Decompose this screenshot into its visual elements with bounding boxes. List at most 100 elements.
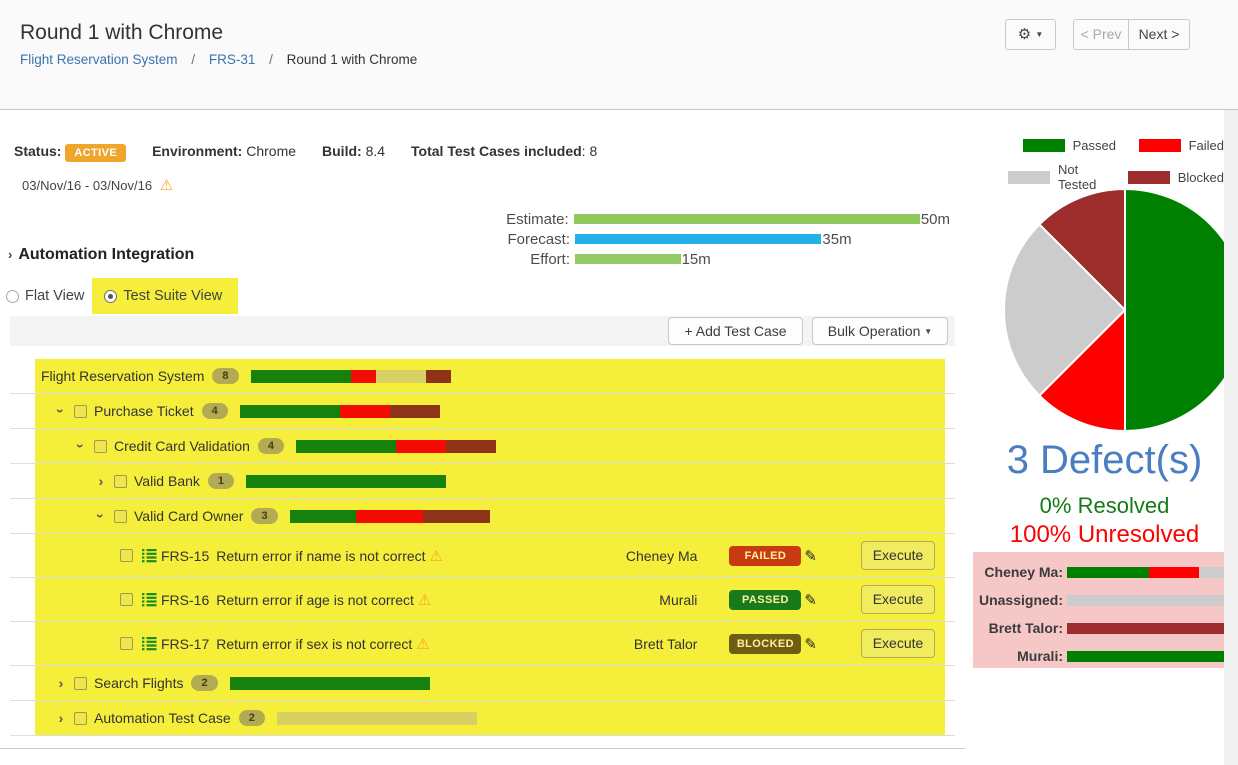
- flat-view-radio[interactable]: [6, 289, 19, 303]
- prev-button[interactable]: < Prev: [1073, 19, 1129, 50]
- pie-slice-not-tested: [1003, 223, 1127, 397]
- suite-label: Automation Test Case: [94, 710, 231, 726]
- assignee-name: Murali: [659, 591, 698, 608]
- gantt-value: 50m: [920, 210, 950, 228]
- row-checkbox[interactable]: [120, 593, 133, 606]
- execution-status-badge: FAILED: [729, 545, 802, 566]
- bar-segment-P: [1067, 566, 1149, 578]
- automation-integration-header[interactable]: › Automation Integration: [8, 246, 194, 264]
- suite-row: › Valid Card Owner 3: [35, 499, 945, 533]
- legend-item: Failed: [1116, 138, 1224, 153]
- legend-item: Blocked: [1116, 162, 1224, 192]
- bar-segment-F: [350, 369, 376, 383]
- count-badge: 3: [251, 508, 278, 524]
- row-checkbox[interactable]: [74, 676, 87, 690]
- flat-view-option[interactable]: Flat View: [4, 288, 92, 304]
- bar-segment-N: [276, 711, 477, 725]
- assignment-status-bar: [1067, 650, 1230, 662]
- effort-gantt: Estimate: 50m Forecast: 35m Effort: 15m: [490, 209, 950, 269]
- test-case-id[interactable]: FRS-16: [161, 591, 210, 608]
- chevron-down-icon: ▼: [1035, 30, 1044, 39]
- total-testcases-value: : 8: [581, 143, 598, 159]
- gantt-row: Estimate: 50m: [490, 209, 950, 229]
- count-badge: 8: [212, 368, 239, 384]
- row-checkbox[interactable]: [94, 439, 107, 453]
- tree-row: › Automation Test Case 2: [10, 701, 955, 736]
- environment-label: Environment:: [152, 143, 243, 159]
- suite-label: Purchase Ticket: [94, 403, 194, 419]
- table-toolbar: + Add Test Case Bulk Operation ▼: [10, 316, 955, 346]
- page-title: Round 1 with Chrome: [20, 21, 224, 44]
- assignee-name: Cheney Ma: [625, 547, 698, 564]
- status-badge: ACTIVE: [65, 144, 127, 162]
- chevron-down-icon: ▼: [924, 327, 933, 336]
- suite-row: › Search Flights 2: [35, 666, 945, 700]
- execution-status-badge: BLOCKED: [729, 633, 802, 654]
- legend-swatch: [1138, 139, 1181, 152]
- breadcrumb-link-project[interactable]: Flight Reservation System: [20, 52, 178, 67]
- row-checkbox[interactable]: [74, 711, 87, 725]
- suite-status-bar: [289, 509, 490, 523]
- scrollbar-track[interactable]: [1224, 110, 1238, 765]
- count-badge: 2: [238, 710, 265, 726]
- expand-arrow-icon[interactable]: ›: [98, 473, 104, 489]
- breadcrumb-link-cycle-id[interactable]: FRS-31: [208, 52, 256, 67]
- gantt-label: Forecast:: [507, 230, 570, 248]
- legend-label: Not Tested: [1058, 162, 1097, 192]
- expand-arrow-icon[interactable]: ›: [58, 675, 64, 691]
- row-checkbox[interactable]: [120, 637, 133, 650]
- assignment-status-bar: [1067, 622, 1230, 634]
- add-test-case-button[interactable]: + Add Test Case: [668, 317, 803, 345]
- row-checkbox[interactable]: [114, 509, 127, 523]
- bulk-operation-button[interactable]: Bulk Operation ▼: [812, 317, 948, 345]
- test-case-icon: [142, 637, 157, 651]
- breadcrumb-separator: /: [191, 52, 196, 67]
- warning-icon: ⚠: [416, 635, 430, 653]
- execute-button[interactable]: Execute: [861, 585, 935, 614]
- collapse-arrow-icon[interactable]: ›: [53, 408, 69, 414]
- edit-status-pencil-icon[interactable]: ✎: [804, 635, 817, 653]
- collapse-arrow-icon[interactable]: ›: [93, 513, 109, 519]
- build-value: 8.4: [365, 143, 386, 159]
- test-case-id[interactable]: FRS-15: [161, 547, 210, 564]
- settings-button[interactable]: ⚙ ▼: [1005, 19, 1056, 50]
- execution-status-pie-chart: [985, 186, 1238, 436]
- suite-view-radio[interactable]: [104, 289, 118, 303]
- unresolved-percentage: 100% Unresolved: [1009, 521, 1200, 548]
- assignment-status-bar: [1067, 594, 1230, 606]
- suite-view-label: Test Suite View: [123, 288, 223, 304]
- count-badge: 1: [207, 473, 235, 489]
- pie-chart-svg: [1003, 187, 1238, 433]
- count-badge: 4: [257, 438, 285, 454]
- expand-arrow-icon[interactable]: ›: [58, 710, 64, 726]
- suite-view-option[interactable]: Test Suite View: [92, 278, 239, 314]
- assignment-progress-panel: Cheney Ma: Unassigned: Brett Talor: Murali:: [973, 552, 1238, 668]
- suite-label: Valid Card Owner: [134, 508, 244, 524]
- bar-segment-N: [1199, 566, 1230, 578]
- execute-button[interactable]: Execute: [861, 629, 935, 658]
- test-case-id[interactable]: FRS-17: [161, 635, 210, 652]
- tree-row: Flight Reservation System 8: [10, 359, 955, 394]
- row-checkbox[interactable]: [120, 549, 133, 562]
- pie-slice-blocked: [1038, 187, 1126, 313]
- collapse-arrow-icon[interactable]: ›: [73, 443, 89, 449]
- assignment-name: Cheney Ma:: [984, 564, 1063, 580]
- edit-status-pencil-icon[interactable]: ✎: [804, 547, 817, 565]
- row-checkbox[interactable]: [114, 474, 127, 488]
- bar-segment-B: [446, 439, 497, 453]
- breadcrumb-separator: /: [269, 52, 273, 67]
- bar-segment-B: [425, 369, 451, 383]
- test-case-title: Return error if name is not correct: [216, 547, 426, 564]
- assignment-name: Murali:: [1017, 648, 1063, 664]
- tree-row: FRS-16 Return error if age is not correct…: [10, 578, 955, 622]
- suite-row: › Credit Card Validation 4: [35, 429, 945, 463]
- row-checkbox[interactable]: [74, 404, 87, 418]
- execute-button[interactable]: Execute: [861, 541, 935, 570]
- edit-status-pencil-icon[interactable]: ✎: [804, 591, 817, 609]
- next-button[interactable]: Next >: [1128, 19, 1190, 50]
- test-case-row: FRS-17 Return error if sex is not correct…: [35, 622, 945, 665]
- bar-segment-P: [289, 509, 357, 523]
- gantt-bar: [575, 254, 681, 264]
- gantt-bar: [573, 214, 920, 224]
